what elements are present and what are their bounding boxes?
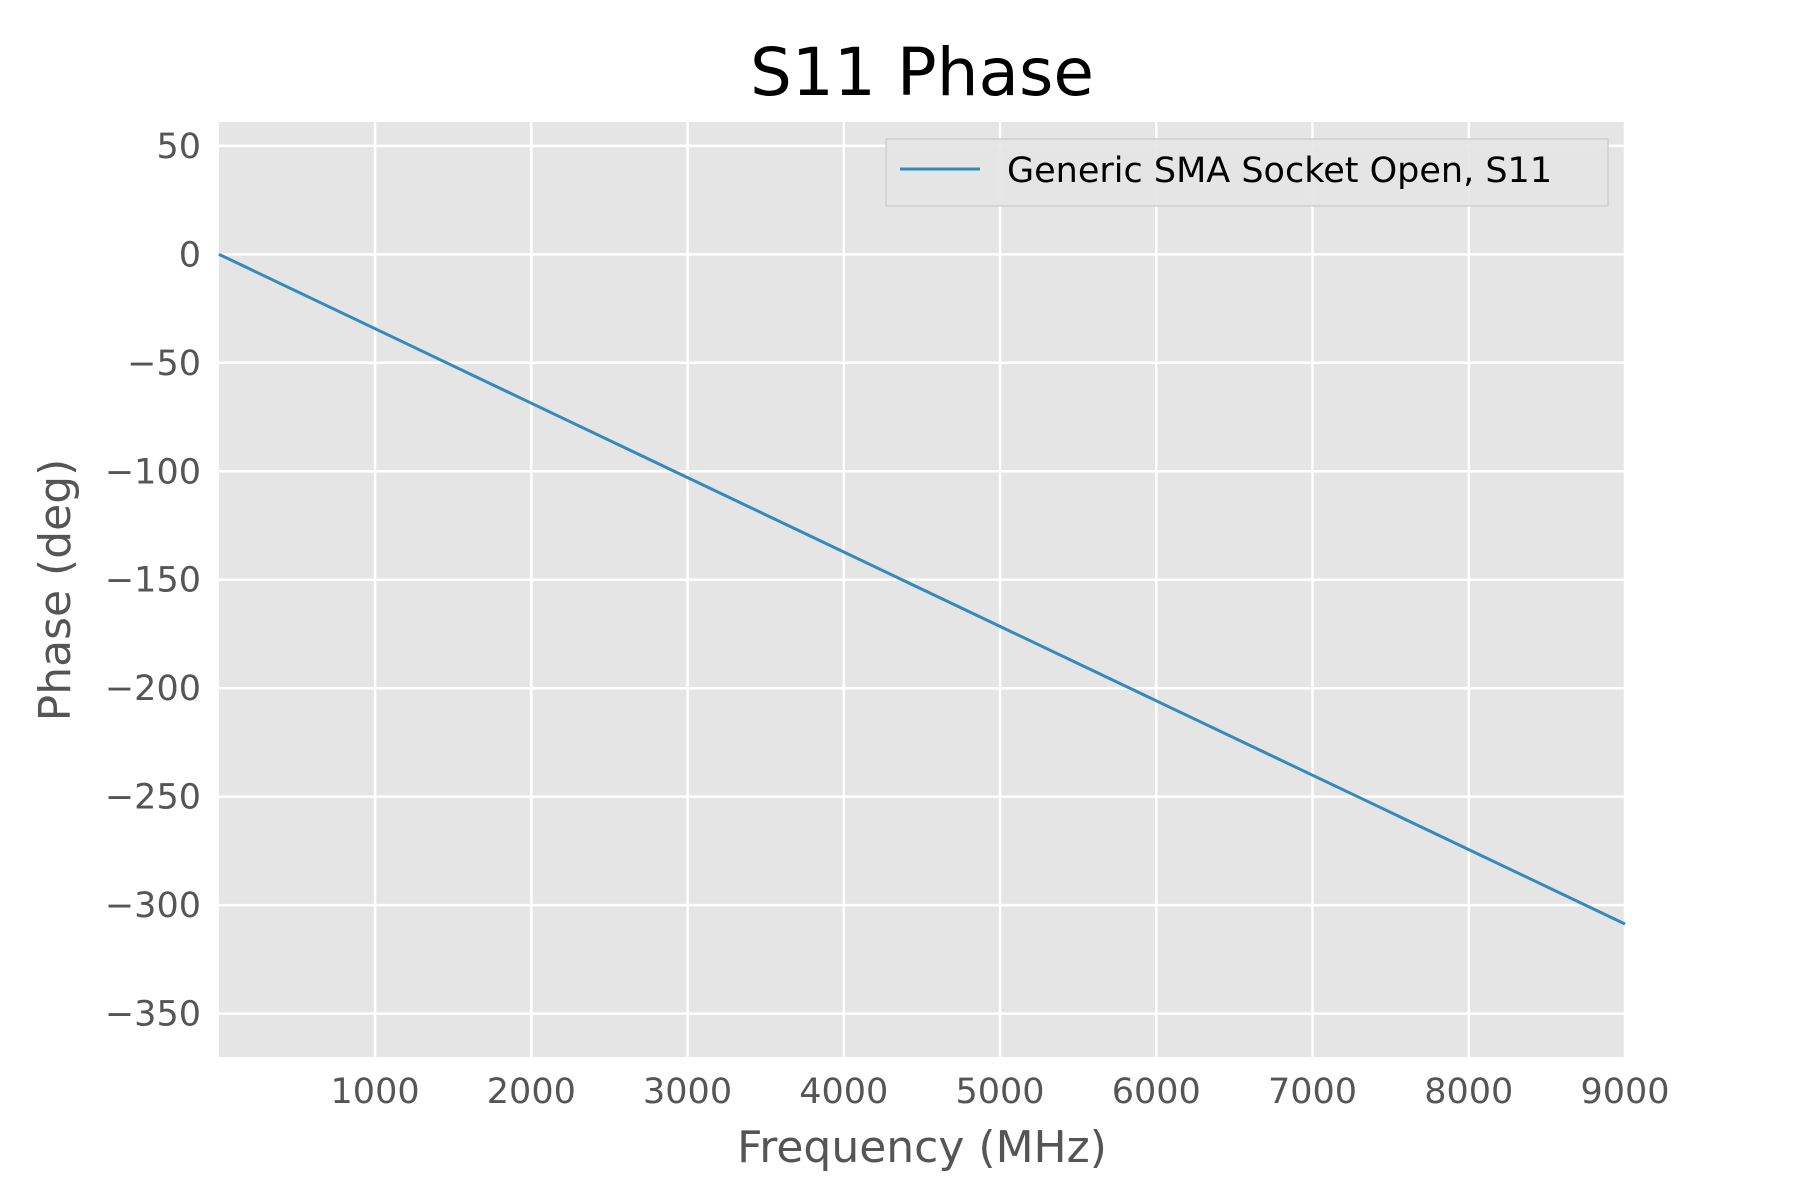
y-tick-label: 50: [156, 127, 201, 167]
x-tick-labels: 1000 2000 3000 4000 5000 6000 7000 8000 9000: [331, 1072, 1670, 1112]
legend: Generic SMA Socket Open, S11: [885, 138, 1609, 207]
y-tick-label: −50: [127, 344, 201, 384]
x-tick-label: 3000: [643, 1072, 732, 1112]
x-tick-label: 2000: [487, 1072, 576, 1112]
legend-label: Generic SMA Socket Open, S11: [1007, 151, 1552, 191]
grid-lines: [219, 122, 1627, 1057]
y-tick-label: −350: [105, 995, 201, 1035]
x-tick-label: 6000: [1112, 1072, 1201, 1112]
y-axis-label: Phase (deg): [30, 459, 81, 722]
chart-title: S11 Phase: [750, 34, 1094, 111]
y-tick-label: −100: [105, 452, 201, 492]
y-tick-label: −200: [105, 669, 201, 709]
x-tick-label: 7000: [1268, 1072, 1357, 1112]
y-tick-label: −250: [105, 778, 201, 818]
x-tick-label: 9000: [1580, 1072, 1669, 1112]
x-tick-label: 8000: [1424, 1072, 1513, 1112]
x-axis-label: Frequency (MHz): [737, 1122, 1107, 1173]
legend-box: [885, 138, 1609, 207]
series-line: [218, 252, 1626, 926]
y-tick-label: 0: [179, 235, 201, 275]
series-layer: [218, 252, 1626, 926]
x-tick-label: 4000: [799, 1072, 888, 1112]
x-tick-label: 1000: [331, 1072, 420, 1112]
y-tick-label: −300: [105, 886, 201, 926]
y-tick-label: −150: [105, 561, 201, 601]
x-tick-label: 5000: [956, 1072, 1045, 1112]
y-tick-labels: 50 0 −50 −100 −150 −200 −250 −300 −350: [105, 127, 201, 1035]
